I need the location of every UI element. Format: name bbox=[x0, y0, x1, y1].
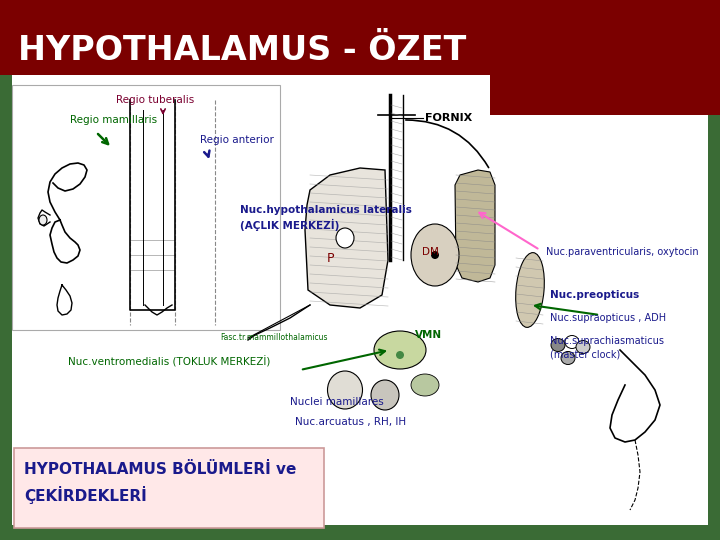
Text: Nuc.supraopticus , ADH: Nuc.supraopticus , ADH bbox=[550, 313, 666, 323]
Bar bbox=[12, 75, 708, 525]
Text: FORNIX: FORNIX bbox=[425, 113, 472, 123]
Ellipse shape bbox=[576, 341, 590, 354]
Ellipse shape bbox=[411, 224, 459, 286]
Text: Nuc.hypothalamicus lateralis
(AÇLIK MERKEZİ): Nuc.hypothalamicus lateralis (AÇLIK MERK… bbox=[240, 205, 412, 231]
Ellipse shape bbox=[561, 352, 575, 365]
Polygon shape bbox=[455, 170, 495, 282]
Text: Nuclei mamillares: Nuclei mamillares bbox=[290, 397, 384, 407]
Text: Nuc.preopticus: Nuc.preopticus bbox=[550, 290, 639, 300]
Text: Fasc.tr.mammillothalamicus: Fasc.tr.mammillothalamicus bbox=[220, 334, 328, 342]
Text: ÇEKİRDEKLERİ: ÇEKİRDEKLERİ bbox=[24, 486, 147, 504]
Ellipse shape bbox=[374, 331, 426, 369]
Text: VMN: VMN bbox=[415, 330, 442, 340]
Ellipse shape bbox=[371, 380, 399, 410]
Ellipse shape bbox=[431, 251, 439, 259]
Text: DM: DM bbox=[422, 247, 438, 257]
Text: HYPOTHALAMUS - ÖZET: HYPOTHALAMUS - ÖZET bbox=[18, 33, 467, 66]
Text: Nuc.ventromedialis (TOKLUK MERKEZİ): Nuc.ventromedialis (TOKLUK MERKEZİ) bbox=[68, 356, 271, 368]
Bar bbox=[0, 0, 720, 75]
Text: P: P bbox=[326, 252, 334, 265]
Ellipse shape bbox=[328, 371, 362, 409]
Ellipse shape bbox=[39, 215, 47, 225]
Bar bbox=[490, 75, 720, 115]
Text: Nuc.arcuatus , RH, IH: Nuc.arcuatus , RH, IH bbox=[295, 417, 406, 427]
Ellipse shape bbox=[411, 374, 439, 396]
Ellipse shape bbox=[565, 335, 579, 348]
Text: HYPOTHALAMUS BÖLÜMLERİ ve: HYPOTHALAMUS BÖLÜMLERİ ve bbox=[24, 462, 297, 477]
Bar bbox=[14, 448, 324, 528]
Text: Nuc.paraventricularis, oxytocin: Nuc.paraventricularis, oxytocin bbox=[546, 247, 698, 257]
Bar bbox=[12, 85, 280, 330]
Text: Regio tuberalis: Regio tuberalis bbox=[116, 95, 194, 105]
Ellipse shape bbox=[516, 253, 544, 327]
Text: Nuc.suprachiasmaticus
(master clock): Nuc.suprachiasmaticus (master clock) bbox=[550, 336, 664, 360]
Ellipse shape bbox=[336, 228, 354, 248]
Polygon shape bbox=[305, 168, 388, 308]
Text: Regio anterior: Regio anterior bbox=[200, 135, 274, 145]
Ellipse shape bbox=[396, 351, 404, 359]
Ellipse shape bbox=[551, 339, 565, 352]
Text: Regio mamillaris: Regio mamillaris bbox=[70, 115, 157, 125]
